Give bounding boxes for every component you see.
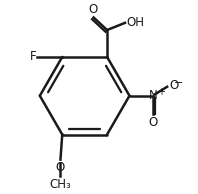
Text: O: O [170,79,179,92]
Text: O: O [56,160,65,174]
Text: +: + [157,87,165,97]
Text: CH₃: CH₃ [50,178,71,191]
Text: O: O [148,116,157,129]
Text: F: F [30,50,36,63]
Text: −: − [174,78,184,88]
Text: O: O [88,3,97,16]
Text: N: N [148,89,157,102]
Text: OH: OH [126,16,144,29]
